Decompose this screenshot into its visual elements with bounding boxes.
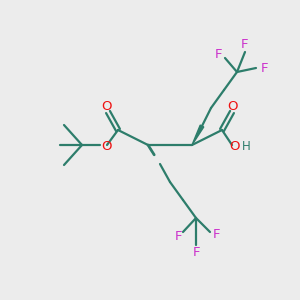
Text: F: F (192, 245, 200, 259)
Text: O: O (101, 140, 111, 152)
Text: F: F (260, 61, 268, 74)
Polygon shape (192, 125, 204, 145)
Text: F: F (241, 38, 249, 52)
Text: F: F (213, 229, 221, 242)
Text: F: F (214, 49, 222, 62)
Text: O: O (228, 100, 238, 112)
Text: H: H (242, 140, 250, 152)
Text: F: F (174, 230, 182, 244)
Text: O: O (230, 140, 240, 152)
Text: O: O (101, 100, 111, 112)
